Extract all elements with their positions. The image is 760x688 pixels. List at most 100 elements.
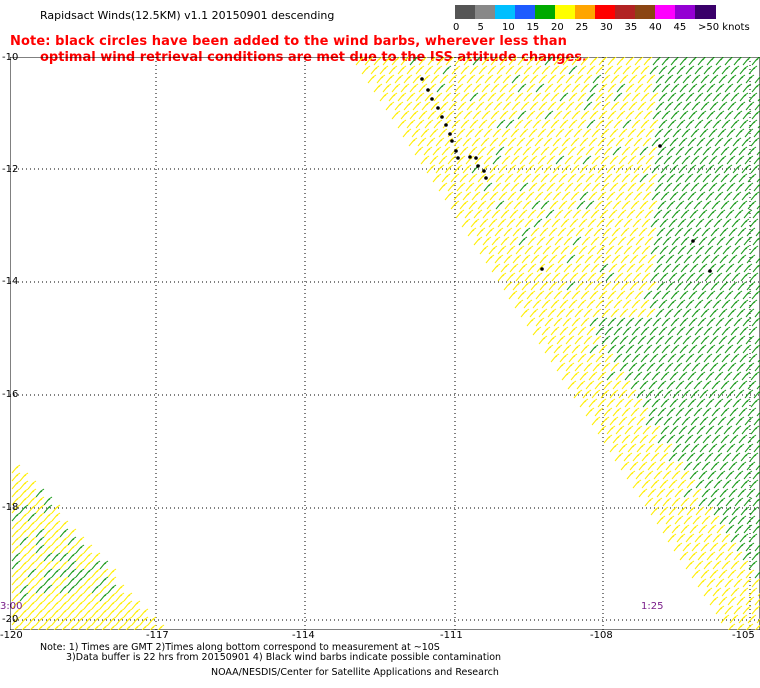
wind-barb (565, 335, 575, 345)
wind-barb (624, 137, 634, 147)
wind-barb (717, 155, 727, 165)
wind-barb (557, 254, 567, 264)
wind-barb (727, 74, 737, 84)
wind-barb (678, 191, 688, 201)
wind-barb (491, 263, 501, 273)
wind-barb (745, 362, 755, 372)
wind-barb (700, 362, 710, 372)
wind-barb (722, 245, 732, 255)
wind-barb (746, 515, 756, 525)
wind-barb (459, 146, 469, 156)
wind-barb (715, 344, 725, 354)
wind-barb (498, 137, 508, 147)
wind-barb (747, 200, 757, 210)
wind-barb (406, 92, 416, 102)
wind-barb (670, 83, 680, 93)
wind-barb (732, 425, 742, 435)
wind-barb (411, 128, 421, 138)
wind-barb (505, 65, 515, 75)
wind-barb (409, 83, 419, 93)
wind-barb (448, 74, 458, 84)
wind-barb (702, 173, 712, 183)
wind-barb (724, 551, 734, 561)
wind-barb (574, 335, 584, 345)
wind-barb (741, 137, 751, 147)
wind-barb (373, 57, 383, 66)
wind-barb (674, 515, 684, 525)
legend-swatch (475, 5, 496, 19)
wind-barb (627, 443, 637, 453)
wind-barb (115, 600, 125, 610)
wind-barb (91, 552, 101, 562)
wind-barb (563, 209, 573, 219)
wind-barb (562, 110, 572, 120)
wind-barb (27, 568, 37, 578)
wind-barb (652, 110, 662, 120)
wind-barb (613, 119, 623, 129)
wind-barb (408, 137, 418, 147)
wind-barb (400, 110, 410, 120)
wind-barb (83, 576, 93, 586)
wind-barb (11, 544, 21, 554)
wind-barb (720, 173, 730, 183)
wind-barb (737, 488, 747, 498)
wind-barb (545, 263, 555, 273)
wind-barb (660, 191, 670, 201)
wind-barb (592, 335, 602, 345)
wind-barb (417, 137, 427, 147)
wind-barb (512, 227, 522, 237)
wind-barb (654, 128, 664, 138)
wind-barb (583, 335, 593, 345)
wind-barb (650, 479, 660, 489)
wind-barb (569, 272, 579, 282)
wind-barb (629, 227, 639, 237)
wind-barb (510, 182, 520, 192)
wind-barb (501, 128, 511, 138)
wind-barb (715, 83, 725, 93)
wind-barb (695, 479, 705, 489)
wind-barb (673, 74, 683, 84)
wind-barb (604, 326, 614, 336)
wind-barb (707, 524, 717, 534)
wind-barb (43, 520, 53, 530)
wind-barb (504, 173, 514, 183)
wind-barb (11, 560, 21, 570)
wind-barb (51, 536, 61, 546)
wind-barb (718, 569, 728, 579)
wind-barb (665, 488, 675, 498)
wind-barb (463, 110, 473, 120)
wind-barb (715, 551, 725, 561)
wind-barb (615, 398, 625, 408)
wind-barb (598, 317, 608, 327)
wind-barb (19, 608, 29, 618)
wind-barb (745, 335, 755, 345)
wind-barb (473, 236, 483, 246)
wind-barb (43, 584, 53, 594)
wind-barb (723, 371, 733, 381)
wind-barb (573, 182, 583, 192)
wind-barb (622, 326, 632, 336)
wind-barb (683, 515, 693, 525)
wind-barb (726, 443, 736, 453)
wind-barb (506, 245, 516, 255)
wind-barb (19, 592, 29, 602)
wind-barb (615, 191, 625, 201)
wind-barb (481, 57, 491, 66)
wind-barb (550, 65, 560, 75)
wind-barb (665, 281, 675, 291)
wind-barb (658, 65, 668, 75)
wind-barb (625, 110, 635, 120)
wind-barb (699, 128, 709, 138)
wind-barb (733, 83, 743, 93)
wind-barb (609, 389, 619, 399)
wind-barb (501, 155, 511, 165)
wind-barb (607, 344, 617, 354)
wind-barb (139, 616, 149, 626)
wind-barb (550, 119, 560, 129)
wind-barb (607, 317, 617, 327)
wind-barb (752, 525, 760, 534)
wind-barb (535, 317, 545, 327)
wind-barb (727, 362, 737, 372)
wind-barb (722, 452, 732, 462)
wind-barb (661, 344, 671, 354)
